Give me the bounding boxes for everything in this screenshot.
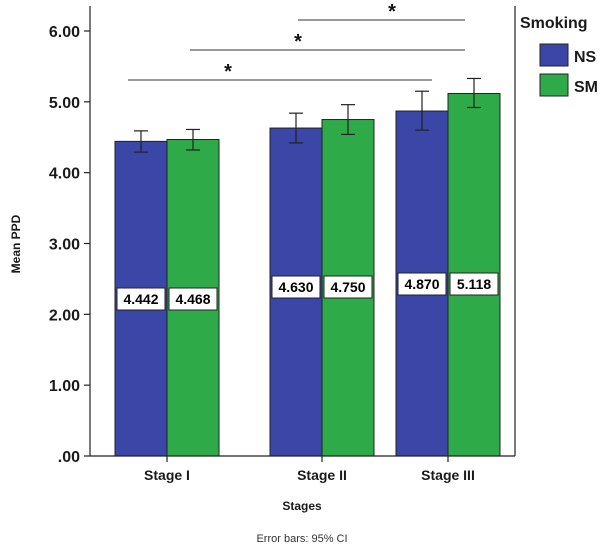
data-label-box xyxy=(271,275,321,299)
significance-star: * xyxy=(224,61,232,83)
y-tick-label: 2.00 xyxy=(49,307,80,324)
legend-title: Smoking xyxy=(520,15,588,32)
data-label-box xyxy=(168,287,218,311)
legend-label: SM xyxy=(574,79,598,96)
y-tick-label: 3.00 xyxy=(49,237,80,254)
data-label-box xyxy=(116,287,166,311)
data-label: 4.630 xyxy=(278,279,313,295)
data-label-box xyxy=(323,275,373,299)
legend-label: NS xyxy=(574,49,597,66)
y-tick-label: .00 xyxy=(58,449,80,466)
y-axis-label: Mean PPD xyxy=(9,214,23,273)
x-tick-label: Stage II xyxy=(297,467,347,483)
legend-swatch-ns xyxy=(539,43,569,67)
y-tick-label: 1.00 xyxy=(49,378,80,395)
footnote: Error bars: 95% CI xyxy=(256,533,347,545)
x-axis-label: Stages xyxy=(282,499,322,513)
x-tick-label: Stage I xyxy=(144,467,190,483)
significance-star: * xyxy=(388,1,396,23)
y-tick-label: 6.00 xyxy=(49,24,80,41)
y-axis: .00 1.00 2.00 3.00 4.00 5.00 6.00 xyxy=(49,6,91,466)
x-tick-label: Stage III xyxy=(421,467,475,483)
x-axis: Stage I Stage II Stage III xyxy=(90,6,516,483)
bars: 4.442 4.468 4.630 4.750 4.870 5.118 xyxy=(114,77,501,457)
legend: Smoking NS SM xyxy=(520,15,598,97)
y-tick-label: 4.00 xyxy=(49,166,80,183)
y-tick-label: 5.00 xyxy=(49,95,80,112)
legend-swatch-sm xyxy=(539,73,569,97)
data-label-box xyxy=(397,272,447,296)
significance-star: * xyxy=(294,31,302,53)
data-label: 4.750 xyxy=(330,279,365,295)
data-label-box xyxy=(449,272,499,296)
data-label: 5.118 xyxy=(457,276,491,292)
significance-brackets: * * * xyxy=(128,1,465,83)
data-label: 4.870 xyxy=(404,276,439,292)
data-label: 4.468 xyxy=(175,291,210,307)
data-label: 4.442 xyxy=(123,291,158,307)
